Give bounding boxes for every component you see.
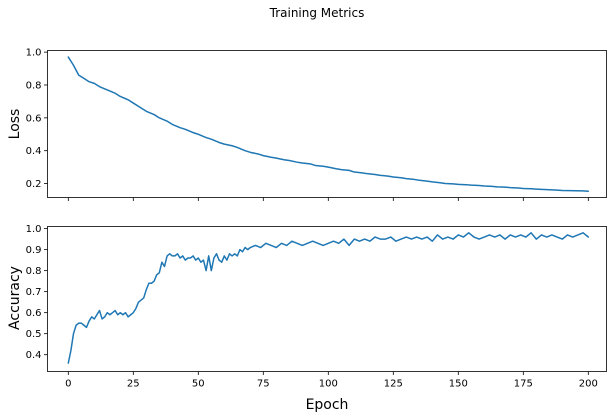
loss-y-axis-label: Loss bbox=[7, 109, 23, 140]
loss-axes-frame bbox=[47, 50, 607, 198]
loss-line bbox=[67, 56, 590, 193]
accuracy-y-tick-label: 0.6 bbox=[26, 308, 42, 319]
accuracy-x-tick-label: 75 bbox=[257, 379, 270, 390]
accuracy-y-ticks: 0.4 0.5 0.6 0.7 0.8 0.9 1.0 bbox=[26, 224, 48, 361]
accuracy-x-tick-label: 125 bbox=[384, 379, 403, 390]
x-axis-label: Epoch bbox=[306, 397, 349, 413]
loss-series bbox=[67, 56, 590, 193]
accuracy-x-tick-label: 0 bbox=[65, 379, 71, 390]
accuracy-y-axis-label: Accuracy bbox=[7, 266, 23, 330]
loss-y-ticks: 0.2 0.4 0.6 0.8 1.0 bbox=[26, 48, 48, 190]
accuracy-y-tick-label: 0.4 bbox=[26, 350, 42, 361]
accuracy-y-tick-label: 0.9 bbox=[26, 245, 42, 256]
accuracy-x-tick-label: 150 bbox=[449, 379, 468, 390]
loss-y-tick-label: 0.8 bbox=[26, 80, 42, 91]
accuracy-series bbox=[67, 232, 590, 364]
loss-y-tick-label: 1.0 bbox=[26, 48, 42, 59]
accuracy-y-tick-label: 0.8 bbox=[26, 266, 42, 277]
figure-title: Training Metrics bbox=[269, 6, 365, 20]
accuracy-axes-frame bbox=[47, 226, 607, 372]
loss-y-tick-label: 0.6 bbox=[26, 113, 42, 124]
accuracy-y-tick-label: 1.0 bbox=[26, 224, 42, 235]
accuracy-line bbox=[67, 232, 590, 364]
accuracy-x-tick-label: 100 bbox=[319, 379, 338, 390]
accuracy-x-ticks: 0 25 50 75 100 125 150 175 200 bbox=[65, 371, 598, 390]
accuracy-panel: 0 25 50 75 100 125 150 175 200 0.40.50.60.70.80.… bbox=[7, 224, 607, 413]
accuracy-y-tick-label: 0.5 bbox=[26, 329, 42, 340]
accuracy-x-tick-label: 50 bbox=[192, 379, 205, 390]
accuracy-x-tick-label: 175 bbox=[514, 379, 533, 390]
loss-y-tick-label: 0.4 bbox=[26, 146, 42, 157]
accuracy-x-tick-label: 200 bbox=[579, 379, 598, 390]
accuracy-y-tick-label: 0.7 bbox=[26, 287, 42, 298]
loss-y-tick-label: 0.2 bbox=[26, 179, 42, 190]
accuracy-x-tick-label: 25 bbox=[127, 379, 140, 390]
loss-panel: 0.2 0.4 0.6 0.8 1.0 Loss bbox=[7, 48, 607, 201]
loss-x-ticks bbox=[67, 197, 589, 201]
